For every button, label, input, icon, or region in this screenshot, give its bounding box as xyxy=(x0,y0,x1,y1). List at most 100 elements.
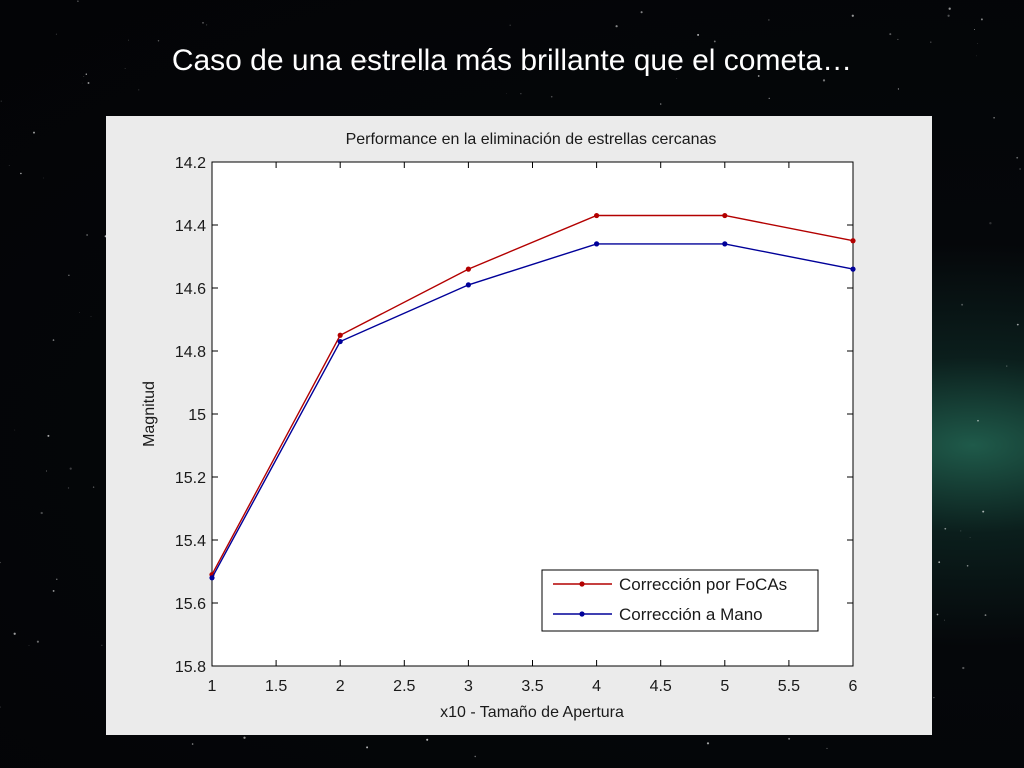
star xyxy=(897,38,899,40)
star xyxy=(40,511,43,515)
star xyxy=(365,60,368,62)
star xyxy=(1016,323,1019,326)
star xyxy=(243,736,246,739)
star xyxy=(191,743,194,745)
star xyxy=(980,18,983,21)
star xyxy=(659,103,662,105)
y-tick-label: 14.4 xyxy=(175,218,206,235)
y-tick-label: 15.8 xyxy=(175,659,206,676)
star xyxy=(973,29,975,31)
data-point xyxy=(850,238,856,244)
star xyxy=(961,303,964,306)
data-point xyxy=(850,266,856,272)
star xyxy=(13,632,16,635)
star xyxy=(128,39,129,41)
star xyxy=(977,43,979,44)
chart-title: Performance en la eliminación de estrell… xyxy=(346,131,717,148)
series-line-2 xyxy=(211,243,854,579)
star xyxy=(713,40,716,43)
star xyxy=(1016,156,1019,159)
star xyxy=(86,234,88,236)
y-axis-label: Magnitud xyxy=(141,381,158,447)
star xyxy=(28,645,30,646)
y-tick-label: 14.8 xyxy=(175,344,206,361)
data-point xyxy=(337,338,343,345)
y-tick-label: 14.6 xyxy=(175,281,206,298)
star xyxy=(79,311,81,313)
star xyxy=(962,666,965,670)
star xyxy=(976,55,978,57)
legend: Corrección por FoCAs Corrección a Mano xyxy=(541,569,819,632)
star xyxy=(505,93,507,94)
legend-swatch-marker xyxy=(579,581,585,587)
star xyxy=(989,222,992,225)
star xyxy=(124,68,126,69)
star xyxy=(68,274,70,277)
star xyxy=(426,738,429,741)
legend-label: Corrección a Mano xyxy=(619,605,763,624)
series-line-1 xyxy=(211,214,854,575)
star xyxy=(966,565,969,567)
star xyxy=(520,93,522,95)
y-tick-label: 15.6 xyxy=(175,596,206,613)
star xyxy=(1019,168,1021,170)
line-chart: Performance en la eliminación de estrell… xyxy=(141,131,858,721)
star xyxy=(1006,365,1008,367)
star xyxy=(969,537,971,538)
data-point xyxy=(465,282,471,288)
x-tick-label: 3.5 xyxy=(521,678,543,695)
star xyxy=(897,88,899,90)
star xyxy=(0,706,1,708)
data-point xyxy=(465,266,471,272)
data-point xyxy=(722,212,728,219)
x-tick-label: 5 xyxy=(720,678,729,695)
star xyxy=(85,73,87,75)
star xyxy=(930,41,932,43)
x-tick-label: 2.5 xyxy=(393,678,415,695)
star xyxy=(157,40,160,42)
star xyxy=(56,578,58,580)
star xyxy=(55,33,57,35)
x-tick-label: 4 xyxy=(592,678,601,695)
star xyxy=(936,613,939,616)
star xyxy=(33,131,35,134)
star xyxy=(982,510,985,513)
star xyxy=(768,97,770,99)
star xyxy=(0,561,1,564)
star xyxy=(933,696,935,699)
star xyxy=(944,619,945,621)
star xyxy=(697,33,700,36)
x-tick-label: 4.5 xyxy=(650,678,672,695)
series-lines xyxy=(209,212,856,581)
star xyxy=(92,486,95,488)
star xyxy=(77,0,79,3)
y-tick-label: 15 xyxy=(188,407,206,424)
star xyxy=(8,165,10,167)
star xyxy=(20,172,22,175)
star xyxy=(993,117,995,119)
star xyxy=(550,95,553,98)
data-point xyxy=(209,575,215,581)
star xyxy=(83,76,85,77)
star xyxy=(46,470,47,472)
legend-swatch-marker xyxy=(579,611,585,617)
star xyxy=(822,79,826,82)
data-point xyxy=(337,332,343,338)
star xyxy=(757,75,760,77)
star xyxy=(0,100,2,102)
star xyxy=(706,742,710,745)
star xyxy=(640,11,643,14)
data-point xyxy=(594,241,600,247)
x-tick-label: 6 xyxy=(849,678,858,695)
y-tick-label: 14.2 xyxy=(175,155,206,172)
x-axis-label: x10 - Tamaño de Apertura xyxy=(440,704,624,721)
star xyxy=(43,177,45,179)
star xyxy=(948,7,951,10)
star xyxy=(889,33,892,36)
star xyxy=(206,24,208,26)
legend-label: Corrección por FoCAs xyxy=(619,575,787,594)
star xyxy=(67,487,70,489)
star xyxy=(138,89,140,91)
star xyxy=(947,14,950,17)
y-tick-label: 15.2 xyxy=(175,470,206,487)
